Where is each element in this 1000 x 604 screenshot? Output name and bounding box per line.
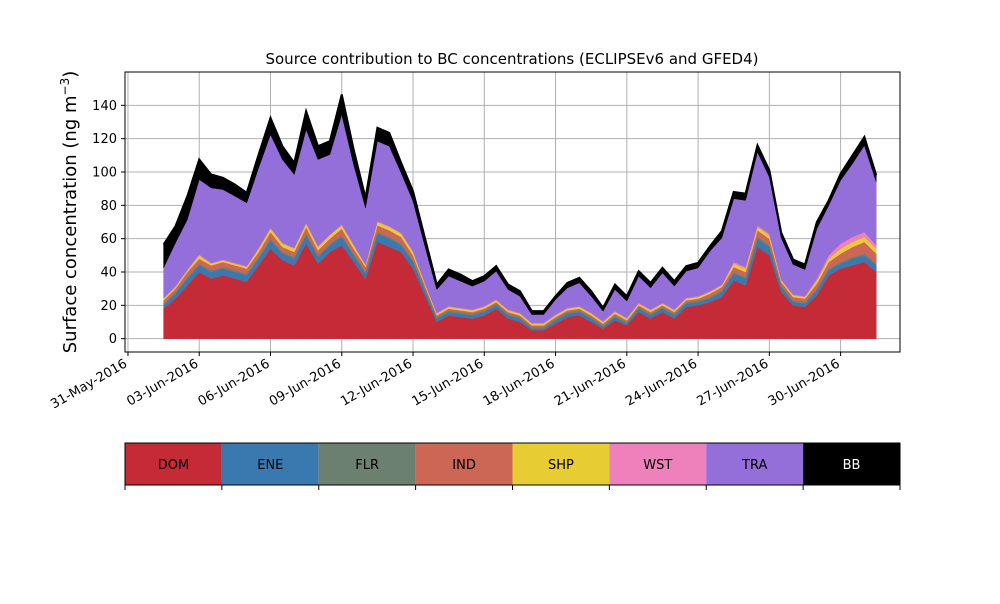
y-axis-label-text: Surface concentration (ng m: [60, 95, 81, 353]
legend-label-ind: IND: [452, 458, 476, 473]
total-line: [162, 94, 878, 313]
legend-label-flr: FLR: [355, 458, 379, 473]
color-legend-bar: DOM ENE FLR IND SHP WST TRA BB: [124, 442, 901, 490]
x-tick-label: 31-May-2016: [48, 356, 130, 412]
y-axis-label-close: ): [60, 71, 81, 78]
legend-swatch-wst: [609, 443, 707, 485]
legend-swatch-dom: [125, 443, 222, 485]
legend-label-dom: DOM: [158, 458, 189, 473]
legend-label-tra: TRA: [741, 458, 767, 473]
y-tick-label: 140: [92, 99, 117, 114]
x-ticks: 31-May-201603-Jun-201606-Jun-201609-Jun-…: [48, 352, 843, 412]
x-tick-label: 03-Jun-2016: [124, 356, 201, 409]
plot-frame: [124, 71, 901, 353]
y-tick-label: 100: [92, 166, 117, 181]
y-ticks: 0 20 40 60 80 100 120 140: [92, 99, 125, 347]
x-tick-label: 30-Jun-2016: [766, 356, 843, 409]
x-tick-label: 06-Jun-2016: [196, 356, 273, 409]
y-tick-label: 20: [100, 299, 117, 314]
legend-label-shp: SHP: [548, 458, 574, 473]
y-axis-label-superscript: −3: [58, 78, 72, 96]
y-tick-label: 40: [100, 266, 117, 281]
x-tick-label: 09-Jun-2016: [267, 356, 344, 409]
legend-label-ene: ENE: [257, 458, 283, 473]
legend-swatch-shp: [512, 443, 610, 485]
chart-title: Source contribution to BC concentrations…: [265, 50, 758, 68]
legend-swatch-flr: [318, 443, 416, 485]
legend-swatch-ene: [221, 443, 319, 485]
x-tick-label: 12-Jun-2016: [338, 356, 415, 409]
y-axis-label: Surface concentration (ng m−3): [58, 71, 81, 354]
x-tick-label: 15-Jun-2016: [409, 356, 486, 409]
y-tick-label: 120: [92, 132, 117, 147]
y-tick-label: 80: [100, 199, 117, 214]
legend-swatch-ind: [415, 443, 513, 485]
x-tick-label: 27-Jun-2016: [695, 356, 772, 409]
legend-label-wst: WST: [643, 458, 672, 473]
legend-swatch-bb: [803, 443, 900, 485]
legend-label-bb: BB: [843, 458, 861, 473]
x-tick-label: 18-Jun-2016: [481, 356, 558, 409]
x-tick-label: 21-Jun-2016: [552, 356, 629, 409]
x-tick-label: 24-Jun-2016: [623, 356, 700, 409]
stacked-areas: [162, 94, 878, 339]
y-tick-label: 0: [109, 332, 117, 347]
y-tick-label: 60: [100, 232, 117, 247]
axes: [124, 71, 901, 353]
legend-swatch-tra: [706, 443, 804, 485]
